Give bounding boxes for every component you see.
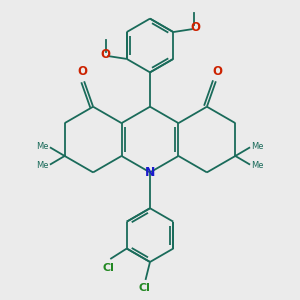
- Text: Cl: Cl: [138, 284, 150, 293]
- Text: Me: Me: [36, 161, 48, 170]
- Text: O: O: [100, 48, 110, 61]
- Text: O: O: [78, 65, 88, 78]
- Text: Me: Me: [252, 161, 264, 170]
- Text: Cl: Cl: [103, 262, 115, 273]
- Text: Me: Me: [252, 142, 264, 151]
- Text: N: N: [145, 166, 155, 179]
- Text: O: O: [190, 21, 200, 34]
- Text: Me: Me: [36, 142, 48, 151]
- Text: O: O: [212, 65, 222, 78]
